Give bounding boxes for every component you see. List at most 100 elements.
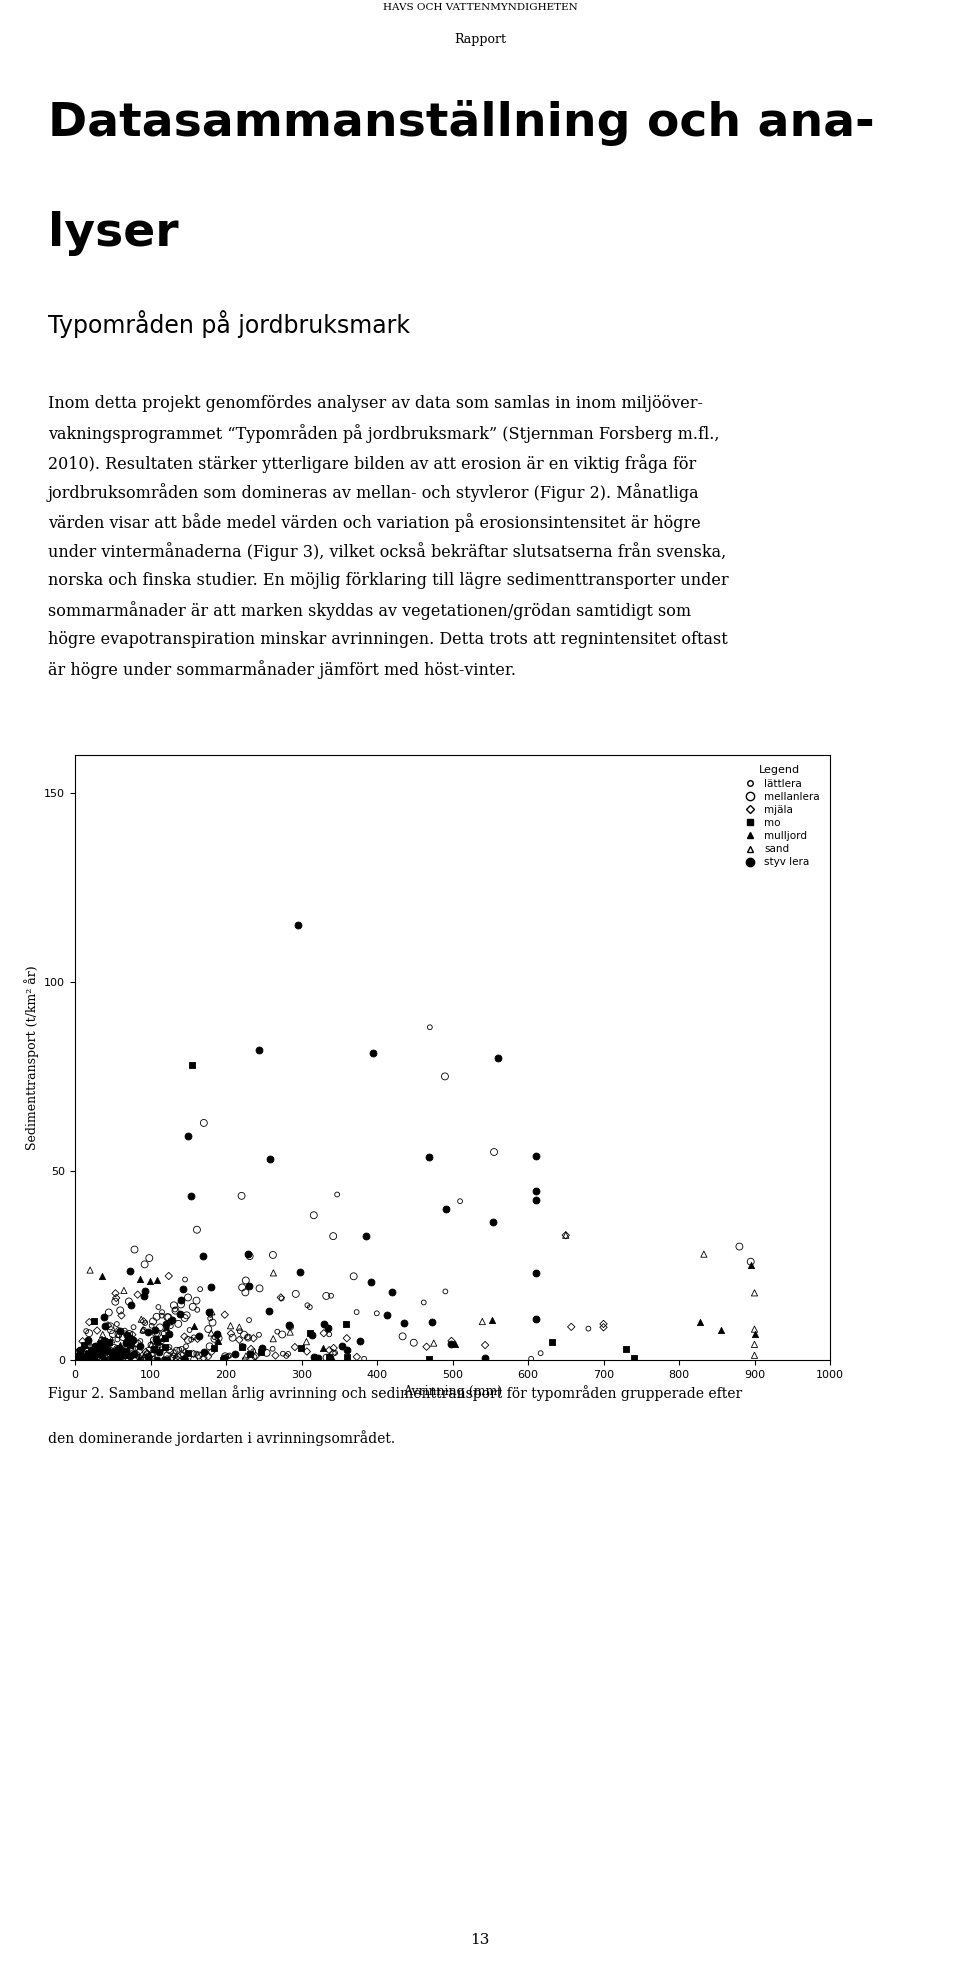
Text: Typområden på jordbruksmark: Typområden på jordbruksmark bbox=[48, 310, 410, 337]
styv lera bbox=[444, 1328, 459, 1360]
lättlera bbox=[137, 1308, 153, 1340]
lättlera bbox=[73, 1342, 88, 1374]
Text: är högre under sommarmånader jämfört med höst-vinter.: är högre under sommarmånader jämfört med… bbox=[48, 661, 516, 679]
lättlera bbox=[113, 1336, 129, 1368]
mulljord bbox=[210, 1326, 226, 1358]
styv lera bbox=[310, 1342, 325, 1374]
mellanlera bbox=[109, 1334, 125, 1366]
mo bbox=[322, 1342, 337, 1374]
lättlera bbox=[155, 1296, 170, 1328]
sand bbox=[83, 1336, 98, 1368]
styv lera bbox=[96, 1344, 111, 1376]
mjäla bbox=[136, 1344, 152, 1376]
mulljord bbox=[95, 1260, 110, 1292]
mellanlera bbox=[238, 1276, 253, 1308]
mo bbox=[544, 1326, 560, 1358]
sand bbox=[93, 1330, 108, 1362]
sand bbox=[116, 1274, 132, 1306]
lättlera bbox=[416, 1286, 431, 1318]
lättlera bbox=[145, 1338, 160, 1370]
mulljord bbox=[186, 1310, 202, 1342]
mulljord bbox=[743, 1251, 758, 1282]
sand bbox=[474, 1306, 490, 1338]
mellanlera bbox=[86, 1344, 102, 1376]
styv lera bbox=[105, 1342, 120, 1374]
mo bbox=[184, 1050, 200, 1082]
styv lera bbox=[195, 1241, 210, 1272]
mellanlera bbox=[236, 1318, 252, 1350]
styv lera bbox=[84, 1344, 100, 1376]
mo bbox=[253, 1336, 269, 1368]
lättlera bbox=[75, 1340, 90, 1372]
styv lera bbox=[151, 1336, 166, 1368]
lättlera bbox=[329, 1179, 345, 1211]
lättlera bbox=[120, 1328, 135, 1360]
lättlera bbox=[116, 1338, 132, 1370]
sand bbox=[161, 1306, 177, 1338]
lättlera bbox=[113, 1340, 129, 1372]
lättlera bbox=[234, 1330, 250, 1362]
styv lera bbox=[123, 1288, 138, 1320]
styv lera bbox=[150, 1326, 165, 1358]
mellanlera bbox=[121, 1286, 136, 1318]
lättlera bbox=[98, 1312, 113, 1344]
mjäla bbox=[109, 1334, 125, 1366]
mellanlera bbox=[87, 1340, 103, 1372]
lättlera bbox=[162, 1332, 178, 1364]
lättlera bbox=[71, 1340, 86, 1372]
styv lera bbox=[112, 1316, 128, 1348]
styv lera bbox=[164, 1304, 180, 1336]
lättlera bbox=[136, 1314, 152, 1346]
mellanlera bbox=[406, 1326, 421, 1358]
mo bbox=[180, 1338, 196, 1370]
mulljord bbox=[118, 1322, 133, 1354]
lättlera bbox=[109, 1308, 125, 1340]
styv lera bbox=[177, 1344, 192, 1376]
mjäla bbox=[186, 1338, 202, 1370]
mjäla bbox=[558, 1219, 573, 1251]
Y-axis label: Sedimenttransport (t/km² år): Sedimenttransport (t/km² år) bbox=[24, 965, 38, 1149]
lättlera bbox=[276, 1338, 291, 1370]
mulljord bbox=[158, 1310, 174, 1342]
sand bbox=[223, 1310, 238, 1342]
styv lera bbox=[99, 1334, 114, 1366]
styv lera bbox=[87, 1330, 103, 1362]
mulljord bbox=[484, 1304, 499, 1336]
styv lera bbox=[334, 1330, 349, 1362]
lättlera bbox=[167, 1294, 182, 1326]
sand bbox=[231, 1312, 247, 1344]
styv lera bbox=[150, 1344, 165, 1376]
mo bbox=[626, 1342, 641, 1374]
mjäla bbox=[349, 1342, 365, 1374]
lättlera bbox=[121, 1338, 136, 1370]
mjäla bbox=[161, 1260, 177, 1292]
Text: högre evapotranspiration minskar avrinningen. Detta trots att regnintensitet oft: högre evapotranspiration minskar avrinni… bbox=[48, 631, 728, 647]
mellanlera bbox=[92, 1338, 108, 1370]
styv lera bbox=[81, 1324, 96, 1356]
mellanlera bbox=[160, 1302, 176, 1334]
lättlera bbox=[175, 1338, 190, 1370]
lättlera bbox=[154, 1300, 169, 1332]
styv lera bbox=[97, 1300, 112, 1332]
mellanlera bbox=[180, 1324, 196, 1356]
styv lera bbox=[78, 1344, 93, 1376]
mellanlera bbox=[159, 1302, 175, 1334]
Text: den dominerande jordarten i avrinningsområdet.: den dominerande jordarten i avrinningsom… bbox=[48, 1431, 396, 1447]
lättlera bbox=[110, 1332, 126, 1364]
mellanlera bbox=[103, 1310, 118, 1342]
styv lera bbox=[197, 1336, 212, 1368]
styv lera bbox=[528, 1257, 543, 1288]
lättlera bbox=[74, 1344, 89, 1376]
styv lera bbox=[321, 1312, 336, 1344]
styv lera bbox=[485, 1205, 500, 1237]
lättlera bbox=[72, 1342, 87, 1374]
styv lera bbox=[73, 1334, 88, 1366]
lättlera bbox=[178, 1336, 193, 1368]
mellanlera bbox=[112, 1294, 128, 1326]
mellanlera bbox=[177, 1302, 192, 1334]
mo bbox=[75, 1340, 90, 1372]
sand bbox=[747, 1328, 762, 1360]
mellanlera bbox=[179, 1300, 194, 1332]
mellanlera bbox=[240, 1322, 255, 1354]
styv lera bbox=[118, 1326, 133, 1358]
